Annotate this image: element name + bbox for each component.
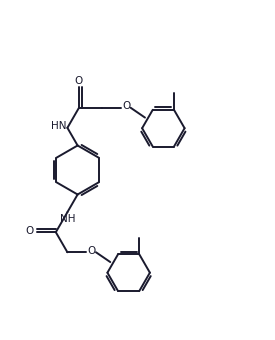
Text: NH: NH xyxy=(60,214,76,224)
Text: O: O xyxy=(25,226,34,236)
Text: O: O xyxy=(122,101,130,112)
Text: O: O xyxy=(87,246,95,256)
Text: HN: HN xyxy=(51,121,67,132)
Text: O: O xyxy=(75,76,83,86)
